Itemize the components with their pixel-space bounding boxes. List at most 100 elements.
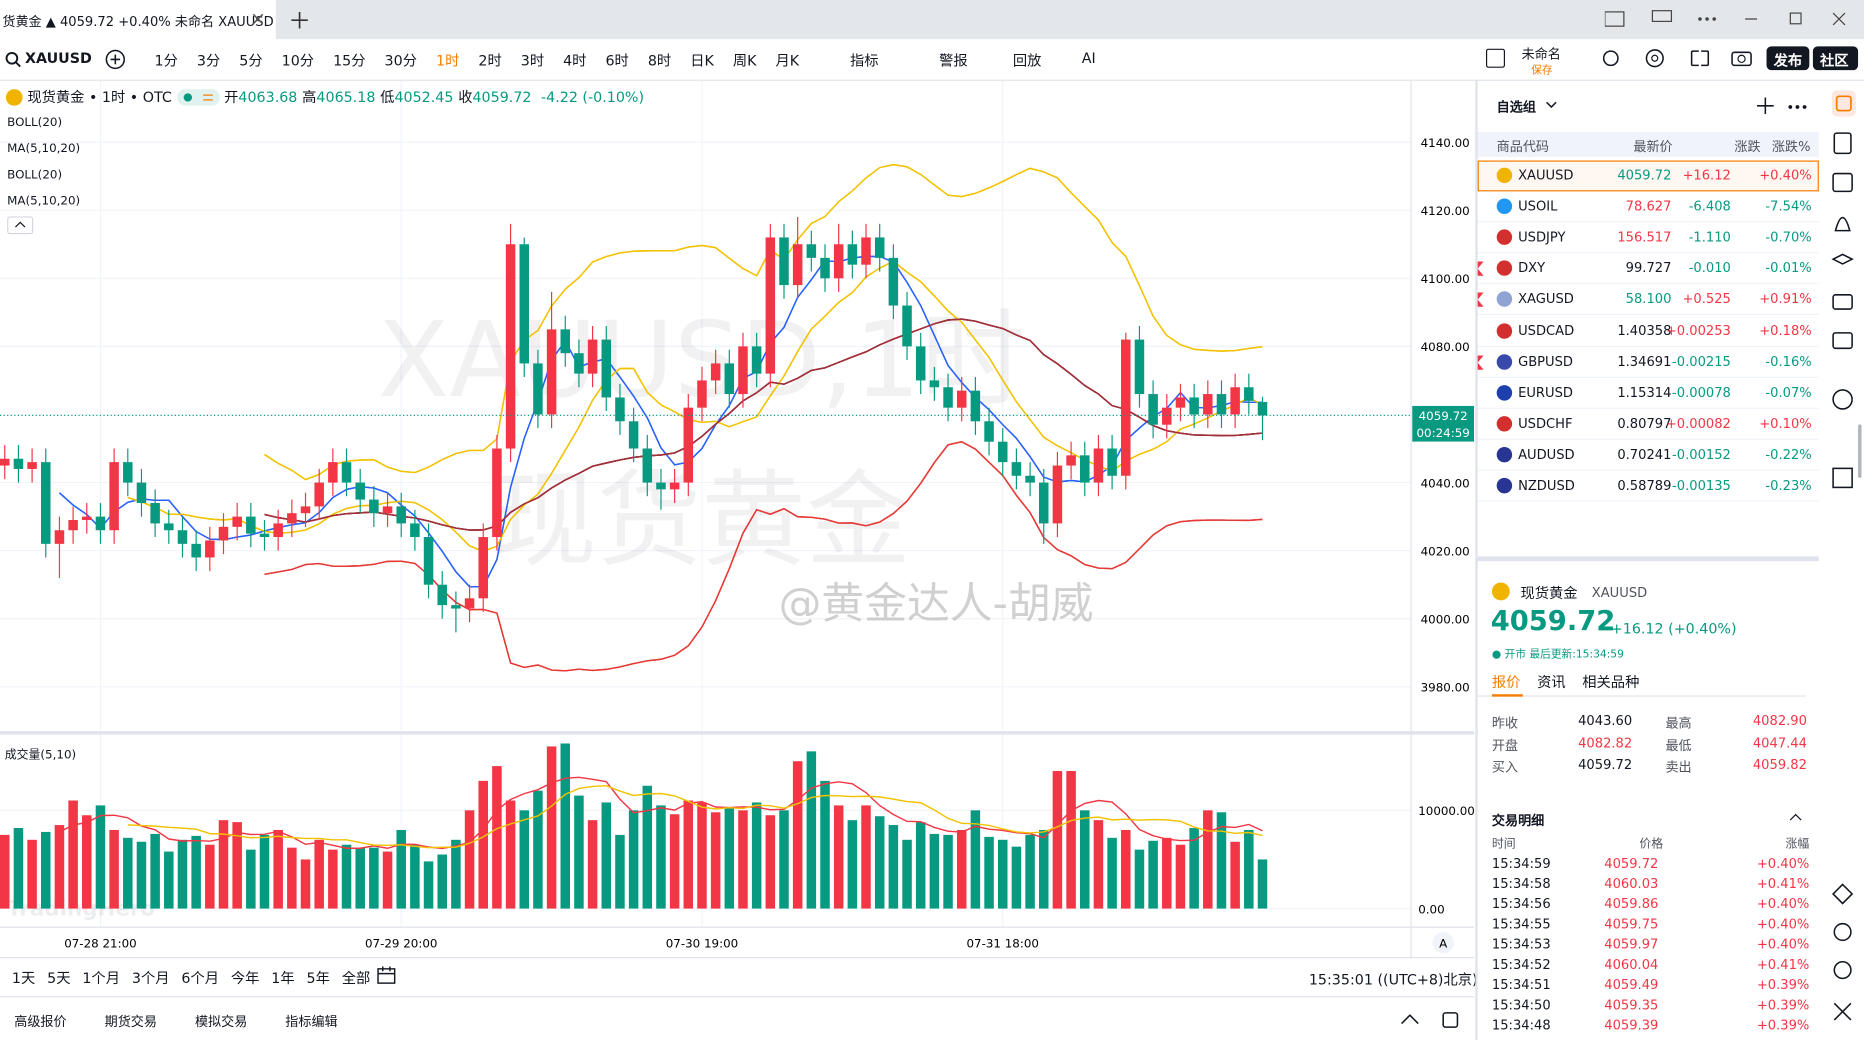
volume-bar [423,861,434,909]
symbol-icon [5,88,23,106]
range-button[interactable]: 1年 [271,970,295,987]
interval[interactable]: 1分 [154,52,178,69]
publish-label[interactable]: 发布 [1773,52,1803,69]
range-button[interactable]: 1天 [11,970,36,987]
tool[interactable]: AI [1081,49,1096,67]
search-icon[interactable] [5,51,22,68]
volume-bar [943,834,953,909]
volume-bar [915,822,926,909]
change-pct: -7.54% [1765,198,1812,215]
volume-ma-line [59,776,1263,850]
footer-tab[interactable]: 高级报价 [14,1014,67,1030]
footer-tab[interactable]: 期货交易 [104,1014,157,1030]
range-button[interactable]: 1个月 [82,970,120,987]
interval[interactable]: 周K [732,52,757,69]
volume-bar [464,810,475,909]
candle-body [779,237,789,286]
interval[interactable]: 1时 [436,52,460,69]
range-button[interactable]: 3个月 [131,970,170,987]
candle-body [956,390,967,408]
watchlist-title[interactable]: 自选组 [1496,99,1536,116]
compare-icon[interactable] [105,49,126,70]
candle-body [259,533,270,538]
symbol: DXY [1518,260,1546,277]
interval[interactable]: 日K [690,52,714,69]
candle-body [27,462,37,469]
footer-tab[interactable]: 模拟交易 [194,1014,248,1030]
watchlist-row[interactable] [1477,347,1819,378]
interval[interactable]: 月K [775,52,800,69]
watchlist-row[interactable] [1477,471,1819,502]
tool[interactable]: 指标 [849,52,879,69]
watchlist-actions[interactable] [1757,97,1809,115]
volume-bar [1257,859,1268,909]
volume-bar [806,751,817,909]
watchlist-row[interactable] [1477,378,1819,409]
symbol: GBPUSD [1518,353,1574,370]
volume-bar [27,839,37,909]
candle-body [751,346,762,374]
date-range-icon[interactable] [376,965,397,986]
community-label[interactable]: 社区 [1820,52,1849,69]
watchlist-row[interactable] [1477,254,1819,285]
symbol-icon [1496,384,1513,401]
range-button[interactable]: 今年 [230,970,260,987]
interval[interactable]: 8时 [647,52,672,69]
watchlist-row[interactable] [1477,316,1819,347]
interval[interactable]: 4时 [563,52,587,69]
interval[interactable]: 3时 [520,52,545,69]
detail-tab: 相关品种 [1582,674,1640,691]
candle-body [396,506,406,524]
publish-button[interactable] [1766,46,1810,71]
candle-body [683,407,694,483]
footer-tab[interactable]: 指标编辑 [285,1014,338,1030]
candle-body [656,482,666,490]
tool[interactable]: 回放 [1012,52,1042,69]
tab-close[interactable] [252,13,264,25]
trade-cell: 4059.39 [1604,1017,1659,1034]
watchlist-row[interactable] [1477,409,1819,440]
candle-body [478,537,488,599]
community-button[interactable] [1812,46,1859,71]
watchlist-row[interactable] [1477,192,1819,223]
tab[interactable] [0,0,276,40]
range-button[interactable]: 5天 [47,970,71,987]
volume-bar [396,829,406,909]
interval[interactable]: 2时 [478,52,502,69]
interval[interactable]: 30分 [384,52,417,69]
interval[interactable]: 6时 [605,52,629,69]
interval[interactable]: 10分 [281,52,315,69]
save-label[interactable]: 保存 [1531,65,1553,78]
tool[interactable]: 警报 [939,52,968,69]
watchlist-row[interactable] [1477,160,1819,192]
collapse-button[interactable] [7,216,34,235]
dropdown-arrow[interactable] [1545,101,1557,111]
price: 1.40358 [1617,322,1672,339]
candle-body [164,523,174,531]
volume-bar [1011,846,1022,909]
new-tab[interactable] [291,11,308,29]
watchlist-row[interactable] [1477,223,1819,254]
ohlc-label: 高 [302,89,317,106]
range-button[interactable]: 6个月 [181,970,219,987]
range-button[interactable]: 5年 [306,970,330,987]
y-tick-label: 3980.00 [1421,681,1470,695]
volume-bar [574,795,584,909]
interval[interactable]: 15分 [333,52,366,69]
symbol[interactable]: XAUUSD [24,49,92,67]
candle-body [314,482,324,507]
watchlist-row[interactable] [1477,285,1819,316]
candle-body [68,520,78,531]
watchlist-row[interactable] [1477,440,1819,471]
layout-checkbox[interactable] [1485,48,1505,68]
layout-name[interactable]: 未命名 [1521,46,1561,62]
change: -4.22 (-0.10%) [540,88,645,106]
change: -0.00078 [1672,384,1731,401]
interval[interactable]: 5分 [239,52,263,69]
range-button[interactable]: 全部 [341,970,371,987]
symbol: EURUSD [1518,384,1573,401]
interval[interactable]: 3分 [196,52,221,69]
candle-body [1189,397,1199,415]
candle-body [13,458,24,469]
volume-bar [136,841,147,909]
